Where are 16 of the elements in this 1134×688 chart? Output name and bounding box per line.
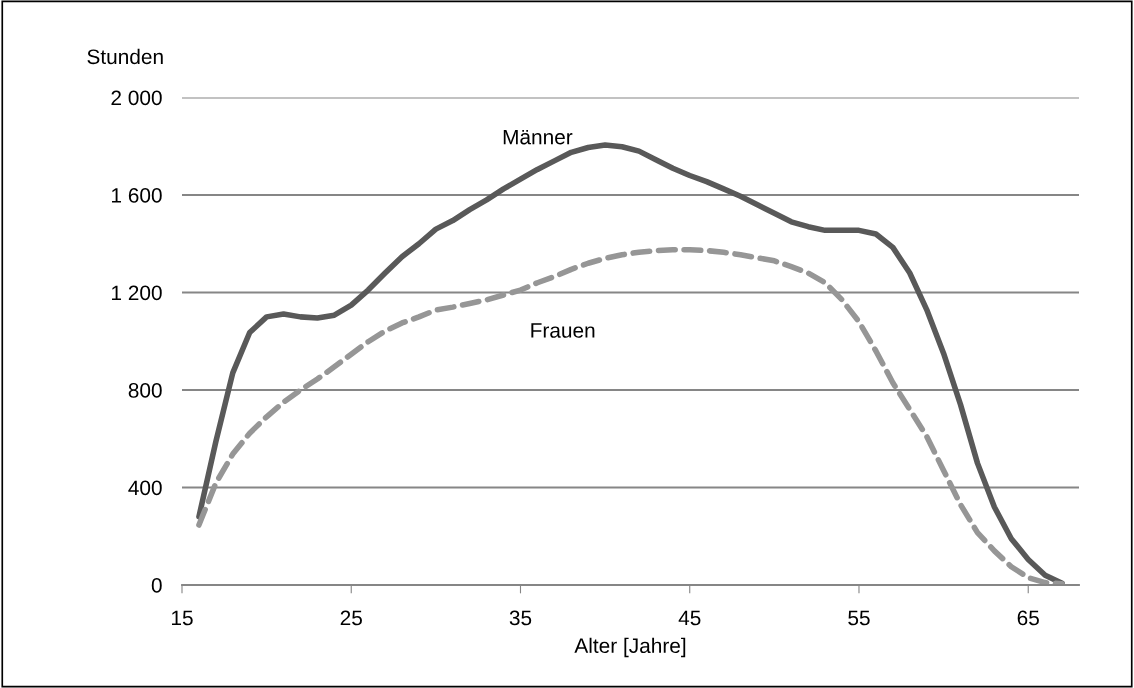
x-tick-label: 25 (340, 610, 362, 626)
x-tick-label: 35 (509, 610, 532, 626)
y-tick-label: 0 (151, 578, 162, 593)
y-tick-label: 1 600 (112, 188, 162, 203)
y-tick-label: 1 200 (112, 285, 162, 301)
x-tick-label: 55 (848, 610, 870, 626)
x-tick-label: 65 (1017, 610, 1039, 626)
y-tick-label: 2 000 (111, 90, 162, 106)
series-label: Frauen (531, 323, 595, 338)
series-label: Männer (503, 129, 573, 145)
y-axis-title: Stunden (87, 48, 163, 65)
y-tick-label: 400 (128, 480, 162, 496)
x-tick-label: 15 (172, 610, 193, 626)
y-tick-label: 800 (128, 383, 162, 398)
x-axis-title: Alter [Jahre] (574, 637, 686, 658)
x-tick-label: 45 (678, 610, 701, 626)
